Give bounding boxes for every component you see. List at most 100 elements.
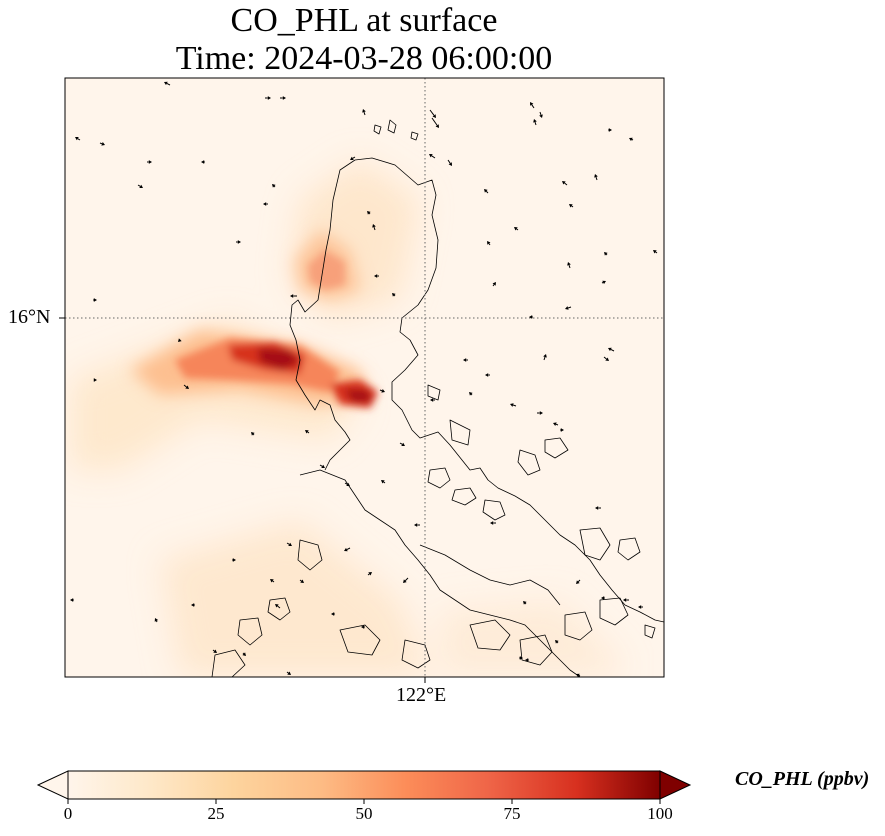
wind-arrow-icon bbox=[490, 521, 496, 525]
wind-arrow-icon bbox=[280, 96, 286, 100]
title-line-2: Time: 2024-03-28 06:00:00 bbox=[175, 40, 553, 77]
wind-arrow-icon bbox=[485, 373, 490, 377]
wind-arrow-icon bbox=[350, 156, 356, 160]
wind-arrow-icon bbox=[270, 579, 275, 583]
wind-arrow-icon bbox=[137, 184, 143, 188]
wind-arrow-icon bbox=[232, 558, 236, 562]
wind-arrow-icon bbox=[608, 128, 612, 132]
map-panel bbox=[65, 78, 664, 677]
coastlines bbox=[211, 119, 664, 677]
wind-arrow-icon bbox=[178, 338, 182, 342]
wind-arrow-icon bbox=[367, 211, 371, 215]
wind-arrow-icon bbox=[381, 480, 386, 484]
colorbar-tick-label: 100 bbox=[647, 804, 673, 823]
wind-arrow-icon bbox=[191, 603, 195, 607]
wind-arrow-icon bbox=[367, 572, 372, 576]
wind-arrow-icon bbox=[623, 598, 629, 602]
wind-arrow-icon bbox=[344, 482, 350, 486]
colorbar-tick-label: 50 bbox=[355, 804, 373, 823]
wind-arrow-icon bbox=[362, 109, 366, 116]
wind-arrow-icon bbox=[212, 649, 217, 653]
wind-arrow-icon bbox=[539, 111, 543, 118]
wind-arrow-icon bbox=[638, 605, 643, 609]
wind-arrow-icon bbox=[519, 656, 523, 660]
wind-arrow-icon bbox=[331, 612, 335, 616]
wind-arrow-icon bbox=[492, 282, 496, 287]
wind-arrow-icon bbox=[403, 577, 409, 583]
wind-arrow-icon bbox=[525, 658, 529, 662]
wind-arrow-icon bbox=[361, 625, 365, 629]
wind-arrow-icon bbox=[567, 262, 571, 269]
wind-arrow-icon bbox=[399, 442, 405, 446]
wind-arrow-icon bbox=[463, 358, 468, 362]
wind-arrow-icon bbox=[372, 224, 376, 231]
map-title: CO_PHL at surface Time: 2024-03-28 06:00… bbox=[0, 2, 728, 78]
wind-arrow-icon bbox=[236, 240, 241, 244]
wind-arrow-icon bbox=[275, 604, 281, 609]
wind-arrow-icon bbox=[543, 354, 547, 361]
latitude-label: 16°N bbox=[8, 306, 51, 328]
wind-arrow-icon bbox=[272, 184, 276, 188]
wind-arrow-icon bbox=[164, 81, 171, 86]
wind-arrow-icon bbox=[603, 356, 609, 361]
colorbar-max-extend bbox=[659, 770, 692, 800]
colorbar-tick-label: 75 bbox=[503, 804, 521, 823]
wind-arrow-icon bbox=[319, 464, 325, 468]
wind-arrow-icon bbox=[594, 174, 598, 181]
wind-arrow-icon bbox=[286, 542, 292, 546]
wind-arrow-icon bbox=[514, 227, 519, 231]
wind-arrow-icon bbox=[183, 384, 189, 389]
wind-arrow-icon bbox=[484, 189, 489, 194]
wind-arrow-icon bbox=[290, 294, 297, 298]
map-frame bbox=[64, 77, 665, 678]
colorbar bbox=[36, 770, 692, 804]
colorbar-min-extend bbox=[36, 770, 69, 800]
wind-arrow-icon bbox=[154, 618, 159, 623]
wind-arrow-icon bbox=[265, 96, 271, 100]
wind-arrow-icon bbox=[487, 241, 491, 246]
wind-arrow-icon bbox=[553, 422, 559, 426]
wind-arrow-icon bbox=[75, 137, 81, 141]
wind-arrow-icon bbox=[414, 523, 420, 527]
co-concentration-field bbox=[70, 160, 620, 677]
wind-arrow-icon bbox=[93, 298, 97, 302]
wind-arrow-icon bbox=[576, 673, 581, 677]
wind-arrow-icon bbox=[560, 428, 564, 432]
wind-arrow-icon bbox=[555, 640, 559, 644]
wind-arrow-icon bbox=[70, 598, 74, 602]
wind-arrow-icon bbox=[147, 160, 152, 164]
wind-arrow-icon bbox=[537, 411, 543, 415]
colorbar-label: CO_PHL (ppbv) bbox=[735, 768, 870, 790]
wind-arrow-icon bbox=[569, 204, 574, 208]
wind-arrow-icon bbox=[392, 293, 396, 297]
wind-arrow-icon bbox=[447, 159, 452, 166]
wind-arrow-icon bbox=[431, 117, 439, 128]
wind-arrow-icon bbox=[286, 671, 291, 675]
wind-arrow-icon bbox=[429, 109, 436, 118]
wind-vectors bbox=[70, 81, 658, 677]
wind-arrow-icon bbox=[595, 506, 601, 510]
wind-arrow-icon bbox=[379, 389, 385, 393]
longitude-label: 122°E bbox=[396, 684, 447, 706]
wind-arrow-icon bbox=[653, 250, 658, 254]
wind-arrow-icon bbox=[533, 119, 537, 126]
wind-arrow-icon bbox=[530, 102, 535, 109]
wind-arrow-icon bbox=[601, 596, 605, 600]
wind-arrow-icon bbox=[305, 430, 310, 434]
wind-arrow-icon bbox=[429, 154, 436, 159]
wind-arrow-icon bbox=[601, 280, 606, 285]
wind-arrow-icon bbox=[251, 432, 255, 436]
colorbar-tick-label: 0 bbox=[63, 804, 73, 823]
wind-arrow-icon bbox=[242, 652, 246, 656]
wind-arrow-icon bbox=[374, 274, 379, 278]
wind-arrow-icon bbox=[93, 378, 97, 382]
wind-arrow-icon bbox=[99, 142, 105, 146]
wind-arrow-icon bbox=[604, 252, 608, 256]
wind-arrow-icon bbox=[523, 601, 527, 605]
wind-arrow-icon bbox=[344, 547, 351, 552]
wind-arrow-icon bbox=[469, 392, 473, 396]
colorbar-tick-label: 25 bbox=[207, 804, 225, 823]
wind-arrow-icon bbox=[629, 137, 634, 142]
wind-arrow-icon bbox=[299, 579, 304, 583]
